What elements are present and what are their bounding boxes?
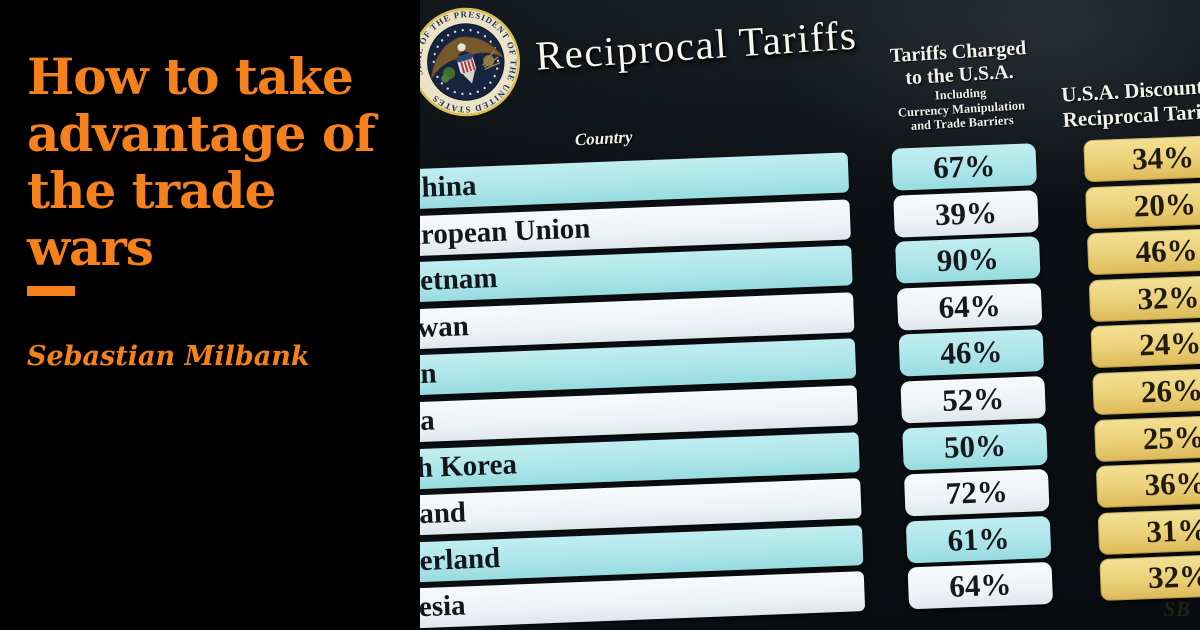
tariff-charged-chip: 64% [896, 282, 1043, 331]
tariff-charged-chip: 90% [895, 236, 1041, 284]
article-headline: How to take advantage of the trade wars [27, 48, 417, 276]
tariff-charged-chip: 50% [902, 422, 1048, 471]
tariff-discounted-chip: 24% [1090, 320, 1200, 369]
tariff-charged-chip: 46% [898, 329, 1045, 377]
tariff-charged-chip: 67% [891, 143, 1037, 191]
country-name-label: Vietnam [420, 262, 499, 299]
tariff-discounted-chip: 34% [1083, 133, 1200, 183]
tariff-charged-value: 52% [941, 380, 1005, 418]
tariff-discounted-chip: 32% [1099, 552, 1200, 602]
tariff-board: SEAL OF THE PRESIDENT OF THE UNITED STAT… [420, 0, 1200, 630]
tariff-discounted-chip: 25% [1094, 413, 1200, 462]
tariff-discounted-value: 32% [1147, 558, 1200, 596]
country-name-label: Indonesia [420, 589, 467, 627]
tariff-board-photo: SEAL OF THE PRESIDENT OF THE UNITED STAT… [420, 0, 1200, 630]
tariff-discounted-chip: 32% [1088, 273, 1200, 323]
tariff-charged-chip: 64% [907, 562, 1054, 610]
tariff-rows: China 67% 34% European Union 39% 20% Vie… [420, 0, 1200, 630]
tariff-discounted-chip: 36% [1095, 459, 1200, 509]
country-name-label: Switzerland [420, 541, 501, 580]
tariff-discounted-value: 26% [1140, 371, 1200, 410]
tariff-charged-value: 90% [936, 240, 1000, 279]
tariff-discounted-chip: 26% [1092, 366, 1200, 416]
country-name-label: India [420, 404, 436, 439]
tariff-discounted-value: 25% [1142, 418, 1200, 456]
country-name-label: China [420, 169, 477, 205]
left-panel: How to take advantage of the trade wars … [0, 0, 420, 630]
tariff-discounted-chip: 20% [1085, 180, 1200, 229]
tariff-charged-chip: 52% [900, 376, 1046, 424]
accent-dash [27, 286, 75, 296]
headline-line-1: How to take [27, 46, 354, 106]
tariff-discounted-value: 34% [1131, 139, 1195, 177]
tariff-discounted-value: 36% [1143, 465, 1200, 503]
headline-line-4: wars [27, 217, 154, 277]
tariff-charged-value: 46% [939, 334, 1004, 372]
photo-watermark: SB [1163, 597, 1191, 621]
tariff-discounted-value: 32% [1136, 278, 1200, 317]
tariff-charged-value: 64% [937, 287, 1002, 325]
author-byline: Sebastian Milbank [27, 341, 310, 372]
tariff-charged-value: 67% [932, 147, 996, 186]
tariff-charged-chip: 39% [893, 189, 1039, 238]
tariff-discounted-value: 46% [1134, 232, 1199, 270]
seal-eagle-icon [430, 36, 505, 84]
headline-line-3: the trade [27, 160, 276, 220]
country-name-label: Japan [420, 357, 438, 393]
country-name-label: Thailand [420, 496, 467, 533]
tariff-discounted-chip: 31% [1097, 506, 1200, 555]
tariff-charged-value: 72% [945, 473, 1009, 512]
country-name-label: South Korea [420, 447, 518, 486]
tariff-discounted-value: 31% [1145, 511, 1200, 550]
tariff-charged-value: 61% [946, 520, 1011, 558]
presidential-seal-icon: SEAL OF THE PRESIDENT OF THE UNITED STAT… [420, 4, 524, 120]
country-name-label: Taiwan [420, 309, 470, 346]
tariff-discounted-chip: 46% [1086, 226, 1200, 276]
tariff-discounted-value: 24% [1138, 325, 1200, 363]
headline-line-2: advantage of [27, 103, 376, 163]
tariff-charged-chip: 61% [905, 515, 1052, 564]
tariff-charged-value: 39% [934, 194, 998, 232]
tariff-charged-chip: 72% [903, 469, 1050, 517]
tariff-charged-value: 64% [948, 566, 1012, 605]
tariff-discounted-value: 20% [1133, 185, 1197, 224]
tariff-charged-value: 50% [943, 427, 1007, 465]
